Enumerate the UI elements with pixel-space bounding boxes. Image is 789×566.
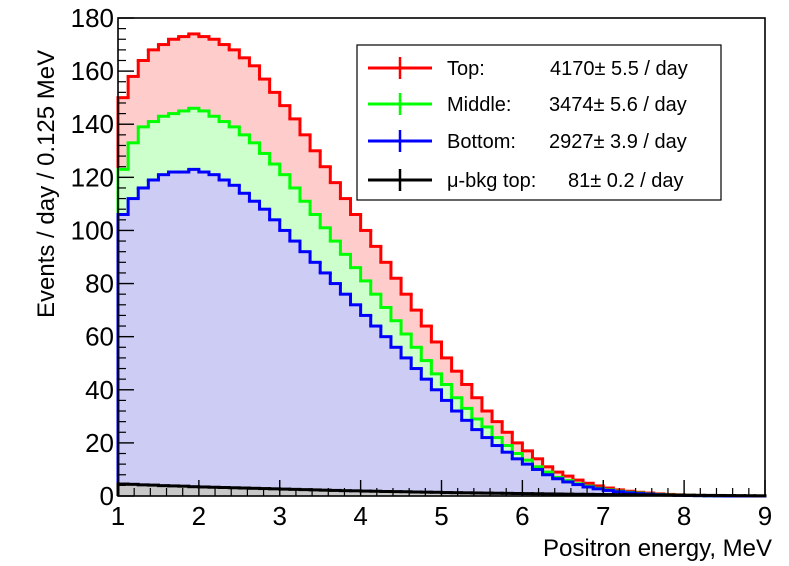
- legend-value-bottom: 2927± 3.9 / day: [549, 131, 687, 153]
- y-tick-label: 140: [71, 109, 114, 139]
- legend-value-middle: 3474± 5.6 / day: [549, 94, 687, 116]
- y-tick-label: 100: [71, 215, 114, 245]
- y-tick-label: 20: [85, 428, 114, 458]
- legend-entry-bkg-top: μ-bkg top: 81± 0.2 / day: [368, 169, 684, 192]
- series-fill-bottom: [118, 169, 765, 496]
- y-tick-label: 160: [71, 56, 114, 86]
- legend-entry-bottom: Bottom: 2927± 3.9 / day: [368, 130, 687, 153]
- legend-label-middle: Middle:: [447, 94, 511, 116]
- legend-value-bkg-top: 81± 0.2 / day: [568, 170, 684, 192]
- y-axis-title: Events / day / 0.125 MeV: [33, 50, 60, 318]
- x-tick-label: 4: [353, 501, 367, 531]
- x-tick-label: 6: [515, 501, 529, 531]
- x-tick-label: 3: [273, 501, 287, 531]
- axes: 0 20 40 60 80 100 120 140 160 180 1 2 3 4 5 6 7 8 9: [71, 3, 773, 531]
- x-tick-label: 7: [596, 501, 610, 531]
- y-tick-label: 120: [71, 162, 114, 192]
- x-tick-label: 5: [434, 501, 448, 531]
- legend-label-bottom: Bottom:: [447, 131, 516, 153]
- y-tick-label: 0: [100, 481, 114, 511]
- x-tick-label: 8: [677, 501, 691, 531]
- legend-label-top: Top:: [447, 58, 485, 80]
- y-tick-label: 180: [71, 3, 114, 33]
- legend-entry-middle: Middle: 3474± 5.6 / day: [368, 93, 687, 116]
- y-tick-label: 40: [85, 375, 114, 405]
- legend-entries: Top: 4170± 5.5 / day Middle: 3474± 5.6 / da…: [368, 57, 688, 192]
- x-tick-label: 2: [192, 501, 206, 531]
- legend-box: [356, 44, 722, 201]
- x-tick-label: 9: [758, 501, 772, 531]
- legend-value-top: 4170± 5.5 / day: [550, 58, 688, 80]
- legend-entry-top: Top: 4170± 5.5 / day: [368, 57, 688, 80]
- y-tick-label: 60: [85, 322, 114, 352]
- x-axis-title: Positron energy, MeV: [543, 535, 772, 562]
- y-tick-label: 80: [85, 269, 114, 299]
- legend-label-bkg-top: μ-bkg top:: [447, 170, 536, 192]
- legend: Top: 4170± 5.5 / day Middle: 3474± 5.6 / da…: [356, 44, 722, 201]
- x-tick-label: 1: [111, 501, 125, 531]
